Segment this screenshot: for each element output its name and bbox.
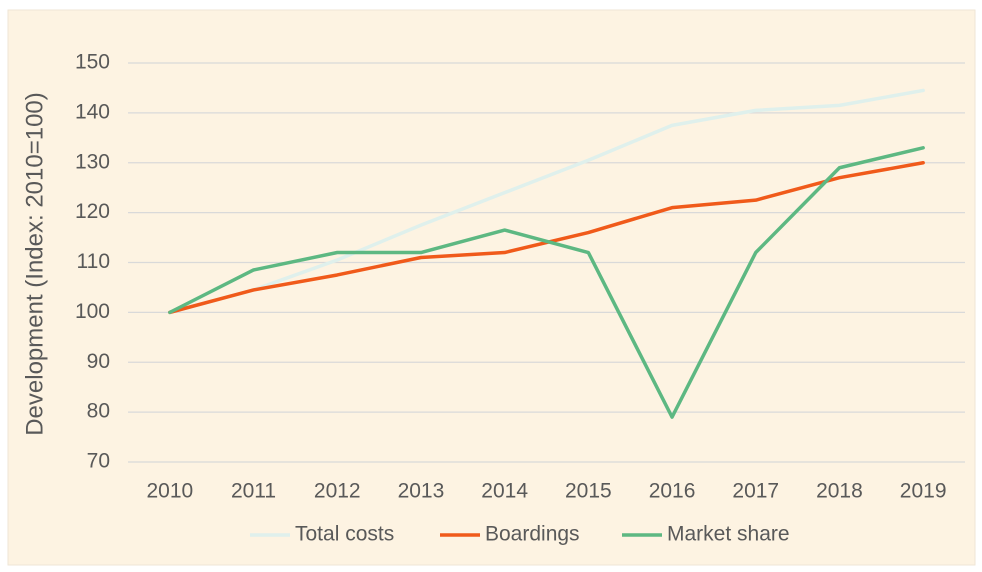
y-tick-label: 120: [75, 200, 110, 223]
x-tick-label: 2018: [816, 480, 863, 503]
series-line: [168, 88, 925, 315]
x-tick-label: 2017: [732, 480, 779, 503]
x-tick-label: 2014: [481, 480, 528, 503]
y-tick-label: 150: [75, 51, 110, 74]
x-tick-label: 2013: [398, 480, 445, 503]
y-axis-label: Development (Index: 2010=100): [21, 92, 48, 436]
x-tick-label: 2016: [649, 480, 696, 503]
y-tick-label: 70: [87, 450, 110, 473]
legend-label: Total costs: [295, 523, 394, 546]
y-tick-label: 90: [87, 350, 110, 373]
y-tick-label: 140: [75, 100, 110, 123]
x-tick-label: 2010: [146, 480, 193, 503]
x-tick-label: 2015: [565, 480, 612, 503]
y-tick-label: 80: [87, 400, 110, 423]
legend-label: Boardings: [485, 523, 580, 546]
y-tick-label: 110: [77, 250, 110, 273]
y-tick-label: 100: [75, 300, 110, 323]
chart-background: [7, 9, 976, 566]
y-tick-label: 130: [75, 150, 110, 173]
x-tick-label: 2012: [314, 480, 361, 503]
legend-label: Market share: [667, 523, 790, 546]
series-line: [168, 146, 925, 419]
x-tick-label: 2019: [900, 480, 947, 503]
x-tick-label: 2011: [231, 480, 276, 503]
